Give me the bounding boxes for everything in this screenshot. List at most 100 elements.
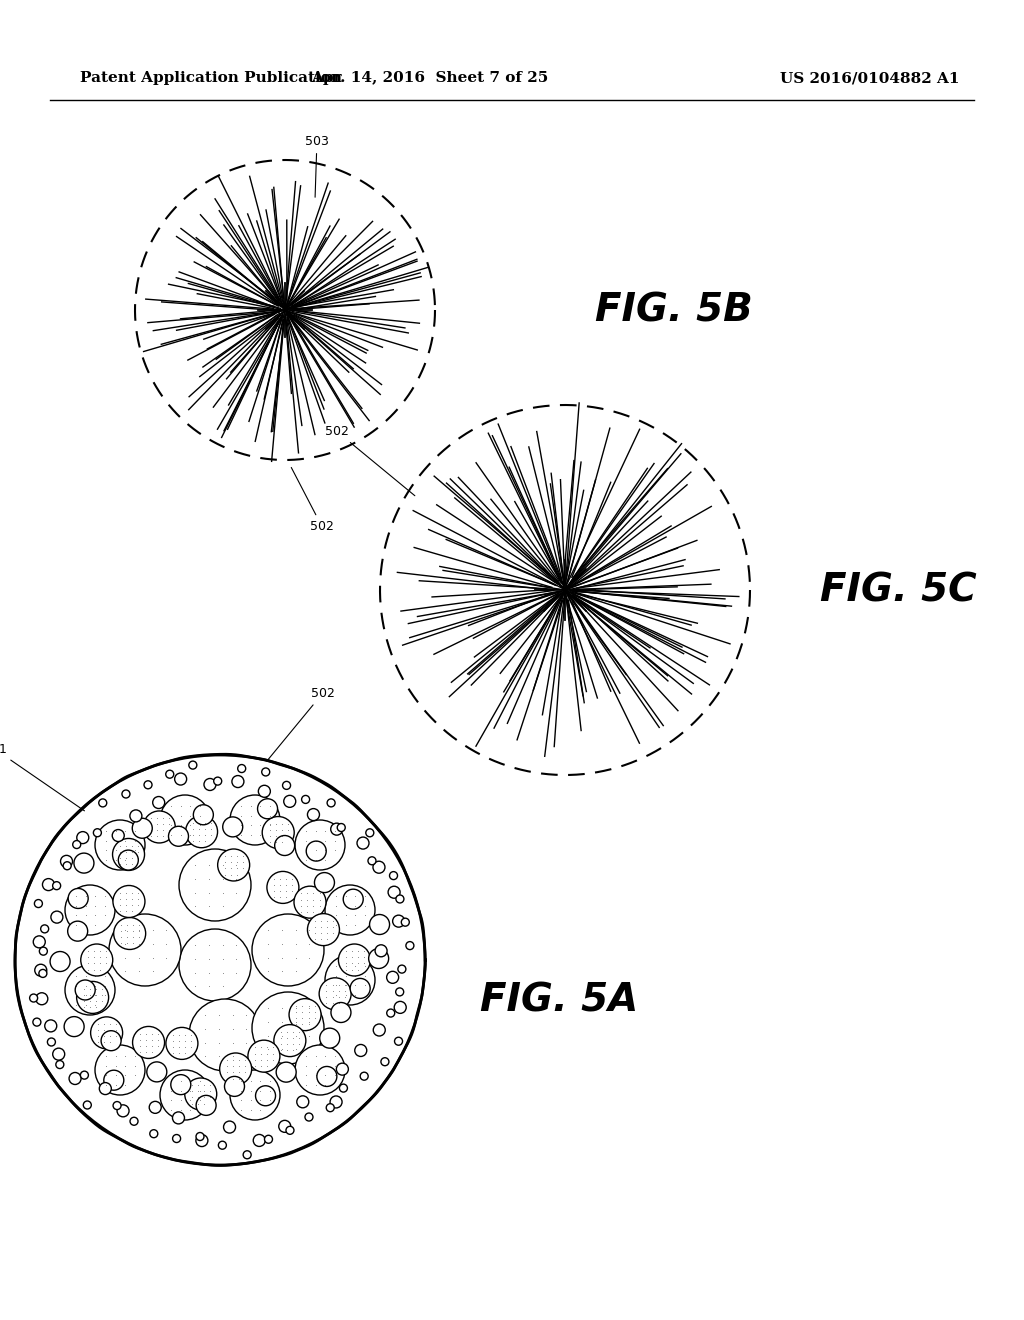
Circle shape: [330, 1096, 342, 1107]
Circle shape: [230, 1071, 280, 1119]
Circle shape: [214, 777, 222, 785]
Circle shape: [394, 1038, 402, 1045]
Circle shape: [150, 1130, 158, 1138]
Text: 502: 502: [267, 686, 335, 762]
Circle shape: [114, 917, 145, 949]
Circle shape: [302, 796, 309, 804]
Circle shape: [91, 1016, 123, 1049]
Circle shape: [117, 1105, 129, 1117]
Circle shape: [401, 919, 410, 927]
Circle shape: [387, 972, 398, 983]
Circle shape: [369, 949, 389, 969]
Circle shape: [69, 1072, 81, 1085]
Circle shape: [373, 861, 385, 874]
Circle shape: [95, 1045, 145, 1096]
Circle shape: [52, 1048, 65, 1060]
Circle shape: [51, 911, 62, 923]
Circle shape: [283, 781, 291, 789]
Circle shape: [63, 862, 72, 870]
Text: FIG. 5B: FIG. 5B: [595, 290, 753, 329]
Circle shape: [354, 1044, 367, 1056]
Text: 501: 501: [0, 743, 84, 810]
Circle shape: [389, 871, 397, 879]
Circle shape: [179, 929, 251, 1001]
Circle shape: [81, 944, 113, 975]
Circle shape: [273, 1024, 306, 1056]
Circle shape: [314, 873, 335, 892]
Circle shape: [45, 1020, 56, 1032]
Circle shape: [357, 837, 369, 849]
Circle shape: [166, 770, 174, 779]
Circle shape: [175, 774, 186, 785]
Circle shape: [47, 1038, 55, 1045]
Circle shape: [316, 1067, 337, 1086]
Circle shape: [375, 945, 387, 957]
Circle shape: [286, 1126, 294, 1134]
Circle shape: [194, 805, 213, 825]
Circle shape: [122, 789, 130, 799]
Circle shape: [153, 796, 165, 809]
Circle shape: [218, 1142, 226, 1150]
Circle shape: [196, 1135, 208, 1147]
Circle shape: [68, 921, 88, 941]
Circle shape: [223, 817, 243, 837]
Circle shape: [276, 1063, 296, 1082]
Circle shape: [60, 855, 73, 867]
Text: FIG. 5A: FIG. 5A: [480, 981, 638, 1019]
Circle shape: [331, 824, 343, 836]
Circle shape: [130, 810, 142, 822]
Circle shape: [325, 954, 375, 1005]
Circle shape: [113, 838, 144, 870]
Circle shape: [336, 1063, 348, 1076]
Circle shape: [184, 1078, 217, 1110]
Text: FIG. 5C: FIG. 5C: [820, 572, 977, 609]
Circle shape: [150, 1101, 161, 1113]
Circle shape: [103, 1071, 124, 1090]
Circle shape: [279, 1121, 291, 1133]
Circle shape: [35, 964, 47, 977]
Circle shape: [307, 809, 319, 821]
Circle shape: [366, 829, 374, 837]
Circle shape: [172, 1111, 184, 1123]
Circle shape: [173, 1134, 180, 1143]
Circle shape: [109, 913, 181, 986]
Circle shape: [65, 965, 115, 1015]
Circle shape: [396, 895, 403, 903]
Circle shape: [231, 776, 244, 788]
Circle shape: [368, 857, 376, 865]
Circle shape: [327, 1104, 334, 1111]
Circle shape: [267, 871, 299, 903]
Text: 502: 502: [291, 467, 334, 533]
Circle shape: [343, 890, 364, 909]
Circle shape: [39, 969, 47, 977]
Circle shape: [360, 1072, 369, 1080]
Circle shape: [188, 762, 197, 770]
Circle shape: [169, 826, 188, 846]
Circle shape: [262, 817, 294, 849]
Circle shape: [73, 841, 81, 849]
Circle shape: [258, 799, 278, 818]
Circle shape: [274, 836, 295, 855]
Circle shape: [132, 818, 153, 838]
Circle shape: [95, 820, 145, 870]
Circle shape: [230, 795, 280, 845]
Circle shape: [297, 1096, 309, 1107]
Circle shape: [350, 978, 370, 998]
Text: 503: 503: [305, 135, 329, 197]
Text: US 2016/0104882 A1: US 2016/0104882 A1: [780, 71, 959, 84]
Circle shape: [295, 1045, 345, 1096]
Circle shape: [262, 768, 269, 776]
Circle shape: [196, 1133, 204, 1140]
Circle shape: [337, 824, 345, 832]
Circle shape: [398, 965, 406, 973]
Circle shape: [224, 1076, 245, 1097]
Circle shape: [197, 1096, 216, 1115]
Circle shape: [238, 764, 246, 772]
Circle shape: [319, 1028, 340, 1048]
Circle shape: [65, 1016, 84, 1036]
Text: 502: 502: [325, 425, 415, 496]
Circle shape: [35, 899, 42, 908]
Circle shape: [284, 796, 296, 808]
Circle shape: [30, 994, 38, 1002]
Circle shape: [189, 999, 261, 1071]
